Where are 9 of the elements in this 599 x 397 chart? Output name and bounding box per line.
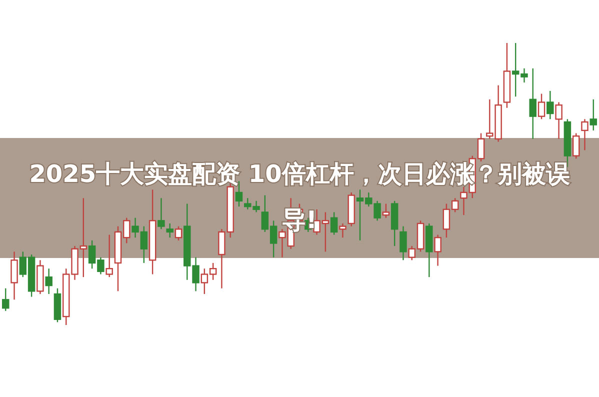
candlestick bbox=[546, 90, 554, 120]
candlestick bbox=[45, 268, 52, 295]
candlestick bbox=[529, 68, 536, 140]
candlestick bbox=[10, 251, 18, 300]
candlestick bbox=[581, 118, 588, 151]
candlestick bbox=[400, 226, 407, 261]
candlestick bbox=[148, 189, 156, 275]
candlestick bbox=[555, 102, 562, 140]
candlestick bbox=[166, 222, 174, 238]
